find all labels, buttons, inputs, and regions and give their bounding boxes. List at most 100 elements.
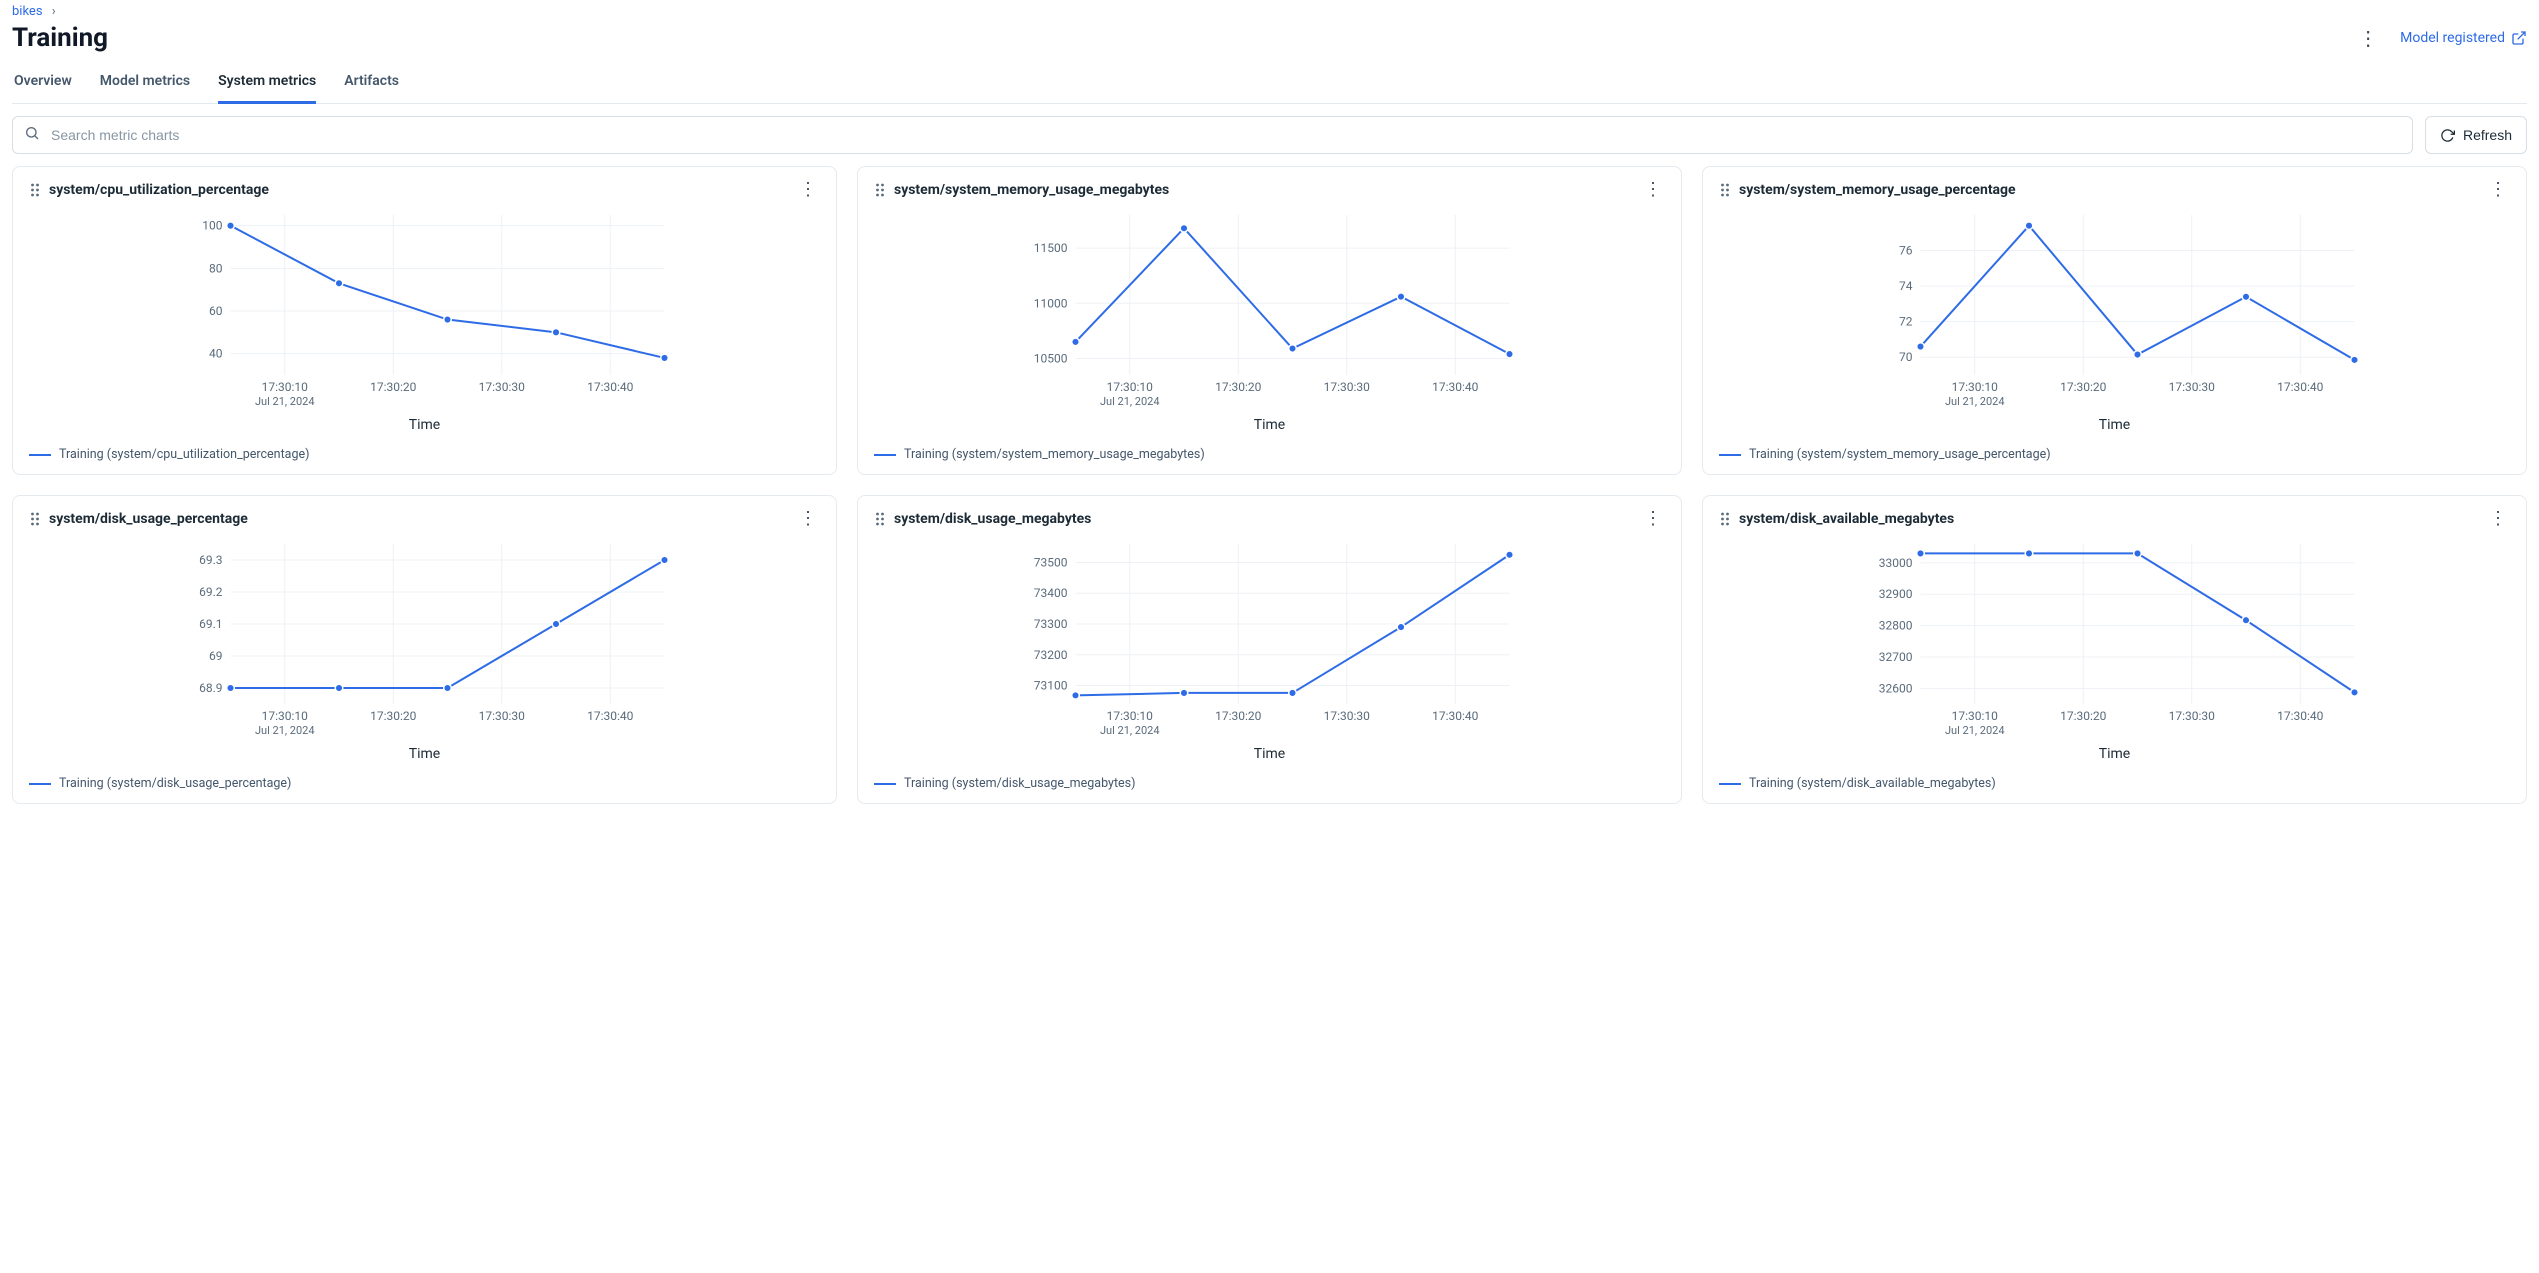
legend-swatch [29,783,51,785]
search-input[interactable] [12,116,2413,154]
model-registered-label: Model registered [2400,30,2505,46]
svg-text:69.2: 69.2 [199,585,223,599]
chart-menu-icon[interactable]: ⋮ [2486,510,2510,528]
svg-text:32900: 32900 [1879,587,1913,601]
svg-text:Jul 21, 2024: Jul 21, 2024 [255,395,315,408]
legend-swatch [1719,783,1741,785]
drag-handle-icon[interactable] [1719,511,1731,527]
legend-label: Training (system/cpu_utilization_percent… [59,447,309,462]
chart-card-disk-mb: system/disk_usage_megabytes ⋮ 73100 73200… [857,495,1682,804]
x-axis-title: Time [1719,415,2510,433]
svg-text:32600: 32600 [1879,681,1913,695]
drag-handle-icon[interactable] [1719,182,1731,198]
chart-svg: 73100 73200 73300 73400 73500 17:30:10 17:30:2… [874,534,1665,744]
search-icon [24,125,40,145]
x-axis-title: Time [1719,744,2510,762]
svg-text:32800: 32800 [1879,619,1913,633]
svg-text:72: 72 [1899,315,1913,329]
drag-handle-icon[interactable] [874,182,886,198]
chart-svg: 10500110001150017:30:1017:30:2017:30:301… [874,205,1665,415]
chart-svg: 326003270032800329003300017:30:1017:30:2… [1719,534,2510,744]
svg-text:70: 70 [1899,350,1913,364]
svg-text:10500: 10500 [1034,351,1068,365]
breadcrumb-parent[interactable]: bikes [12,4,43,19]
svg-text:69.1: 69.1 [199,617,222,631]
svg-text:69: 69 [209,649,223,663]
svg-text:17:30:30: 17:30:30 [2169,709,2216,723]
svg-text:74: 74 [1899,279,1913,293]
chart-card-disk-pct: system/disk_usage_percentage ⋮ 68.9 69 69.… [12,495,837,804]
chart-card-mem-pct: system/system_memory_usage_percentage ⋮ … [1702,166,2527,475]
tab-artifacts[interactable]: Artifacts [344,63,399,104]
chart-title: system/disk_usage_percentage [49,511,248,527]
external-link-icon [2511,30,2527,46]
svg-text:17:30:30: 17:30:30 [479,380,526,394]
chart-legend: Training (system/cpu_utilization_percent… [29,433,820,462]
chart-legend: Training (system/disk_usage_percentage) [29,762,820,791]
svg-text:73100: 73100 [1034,679,1068,693]
svg-text:17:30:40: 17:30:40 [1432,380,1479,394]
svg-text:17:30:40: 17:30:40 [587,380,634,394]
x-axis-title: Time [29,415,820,433]
svg-text:17:30:30: 17:30:30 [479,709,526,723]
svg-text:73400: 73400 [1034,586,1068,600]
svg-text:Jul 21, 2024: Jul 21, 2024 [1945,724,2005,737]
chart-card-mem-mb: system/system_memory_usage_megabytes ⋮ 1… [857,166,1682,475]
svg-text:Jul 21, 2024: Jul 21, 2024 [1945,395,2005,408]
chart-legend: Training (system/disk_available_megabyte… [1719,762,2510,791]
refresh-button[interactable]: Refresh [2425,116,2527,154]
svg-text:17:30:30: 17:30:30 [1324,380,1371,394]
page-menu-icon[interactable]: ⋮ [2356,28,2380,48]
x-axis-title: Time [874,415,1665,433]
svg-text:73200: 73200 [1034,648,1068,662]
svg-text:68.9: 68.9 [199,681,222,695]
chart-title: system/disk_usage_megabytes [894,511,1091,527]
chart-menu-icon[interactable]: ⋮ [796,181,820,199]
svg-text:17:30:20: 17:30:20 [1215,709,1262,723]
model-registered-link[interactable]: Model registered [2400,30,2527,46]
drag-handle-icon[interactable] [29,511,41,527]
page-title: Training [12,23,108,53]
svg-text:17:30:10: 17:30:10 [1107,380,1154,394]
chart-menu-icon[interactable]: ⋮ [1641,181,1665,199]
tab-system-metrics[interactable]: System metrics [218,63,316,104]
legend-label: Training (system/system_memory_usage_meg… [904,447,1205,462]
chart-title: system/cpu_utilization_percentage [49,182,269,198]
x-axis-title: Time [29,744,820,762]
chart-title: system/disk_available_megabytes [1739,511,1954,527]
svg-text:73300: 73300 [1034,617,1068,631]
chart-menu-icon[interactable]: ⋮ [2486,181,2510,199]
svg-text:73500: 73500 [1034,555,1068,569]
legend-swatch [874,454,896,456]
svg-text:60: 60 [209,304,223,318]
svg-text:Jul 21, 2024: Jul 21, 2024 [255,724,315,737]
svg-text:11000: 11000 [1034,296,1068,310]
drag-handle-icon[interactable] [29,182,41,198]
chart-menu-icon[interactable]: ⋮ [796,510,820,528]
svg-text:69.3: 69.3 [199,553,222,567]
x-axis-title: Time [874,744,1665,762]
chart-menu-icon[interactable]: ⋮ [1641,510,1665,528]
svg-text:33000: 33000 [1879,556,1913,570]
legend-swatch [874,783,896,785]
svg-text:17:30:10: 17:30:10 [1952,709,1999,723]
svg-text:76: 76 [1899,244,1913,258]
chart-title: system/system_memory_usage_percentage [1739,182,2016,198]
chart-card-cpu-util: system/cpu_utilization_percentage ⋮ 4060… [12,166,837,475]
tab-model-metrics[interactable]: Model metrics [100,63,190,104]
chart-card-disk-avail: system/disk_available_megabytes ⋮ 32600 3… [1702,495,2527,804]
refresh-icon [2440,128,2455,143]
svg-text:80: 80 [209,261,223,275]
svg-text:17:30:30: 17:30:30 [2169,380,2216,394]
svg-text:17:30:40: 17:30:40 [587,709,634,723]
svg-text:17:30:20: 17:30:20 [1215,380,1262,394]
svg-text:17:30:10: 17:30:10 [1107,709,1154,723]
svg-text:Jul 21, 2024: Jul 21, 2024 [1100,395,1160,408]
legend-label: Training (system/system_memory_usage_per… [1749,447,2051,462]
svg-text:Jul 21, 2024: Jul 21, 2024 [1100,724,1160,737]
drag-handle-icon[interactable] [874,511,886,527]
tab-overview[interactable]: Overview [14,63,72,104]
chevron-right-icon: › [46,4,56,19]
chart-svg: 40608010017:30:1017:30:2017:30:3017:30:4… [29,205,820,415]
svg-text:17:30:40: 17:30:40 [2277,709,2324,723]
